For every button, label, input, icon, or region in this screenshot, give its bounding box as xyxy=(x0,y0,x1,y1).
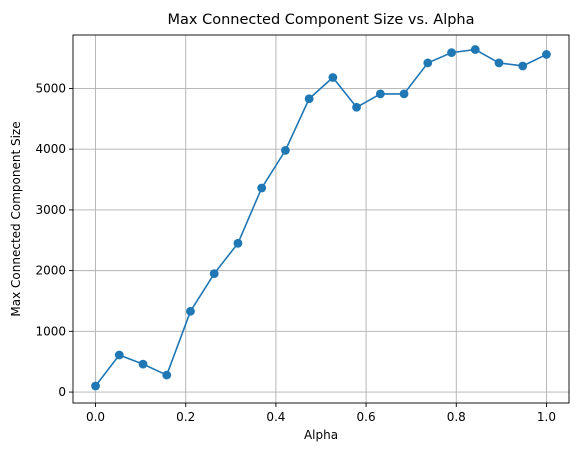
data-point xyxy=(518,61,528,71)
y-tick-label: 1000 xyxy=(35,324,66,338)
x-axis-ticks: 0.0 0.2 0.4 0.6 0.8 1.0 xyxy=(86,403,556,424)
data-point xyxy=(281,145,290,155)
data-point xyxy=(542,50,551,59)
x-axis-label: Alpha xyxy=(304,428,338,442)
x-tick-label: 0.8 xyxy=(447,410,466,424)
data-point xyxy=(423,58,433,68)
data-point xyxy=(375,89,385,99)
x-tick-label: 0.2 xyxy=(176,410,195,424)
data-point xyxy=(494,58,504,68)
y-tick-label: 5000 xyxy=(35,81,66,95)
data-point xyxy=(114,350,124,360)
plot-frame xyxy=(72,34,570,404)
data-point xyxy=(138,359,148,369)
x-tick-label: 0.4 xyxy=(266,410,285,424)
data-point xyxy=(304,94,314,104)
y-tick-label: 2000 xyxy=(35,264,66,278)
data-point xyxy=(209,269,219,279)
data-point xyxy=(447,48,456,58)
x-tick-label: 0.0 xyxy=(86,410,105,424)
data-point xyxy=(328,73,338,82)
x-tick-label: 1.0 xyxy=(537,410,556,424)
y-axis-label: Max Connected Component Size xyxy=(9,121,23,316)
data-point xyxy=(233,238,243,248)
data-point xyxy=(162,370,172,380)
data-point xyxy=(257,183,267,193)
data-point xyxy=(470,45,480,54)
y-axis-ticks: 0 1000 2000 3000 4000 5000 xyxy=(35,81,73,399)
chart-title: Max Connected Component Size vs. Alpha xyxy=(167,12,474,28)
grid-lines xyxy=(73,35,569,403)
series-layer xyxy=(91,45,551,391)
y-tick-label: 0 xyxy=(58,385,66,399)
data-point xyxy=(186,306,195,316)
data-point xyxy=(352,102,361,112)
y-tick-label: 4000 xyxy=(35,142,66,156)
y-tick-label: 3000 xyxy=(35,203,66,217)
data-point xyxy=(399,89,409,99)
data-point xyxy=(91,381,100,391)
x-tick-label: 0.6 xyxy=(357,410,376,424)
